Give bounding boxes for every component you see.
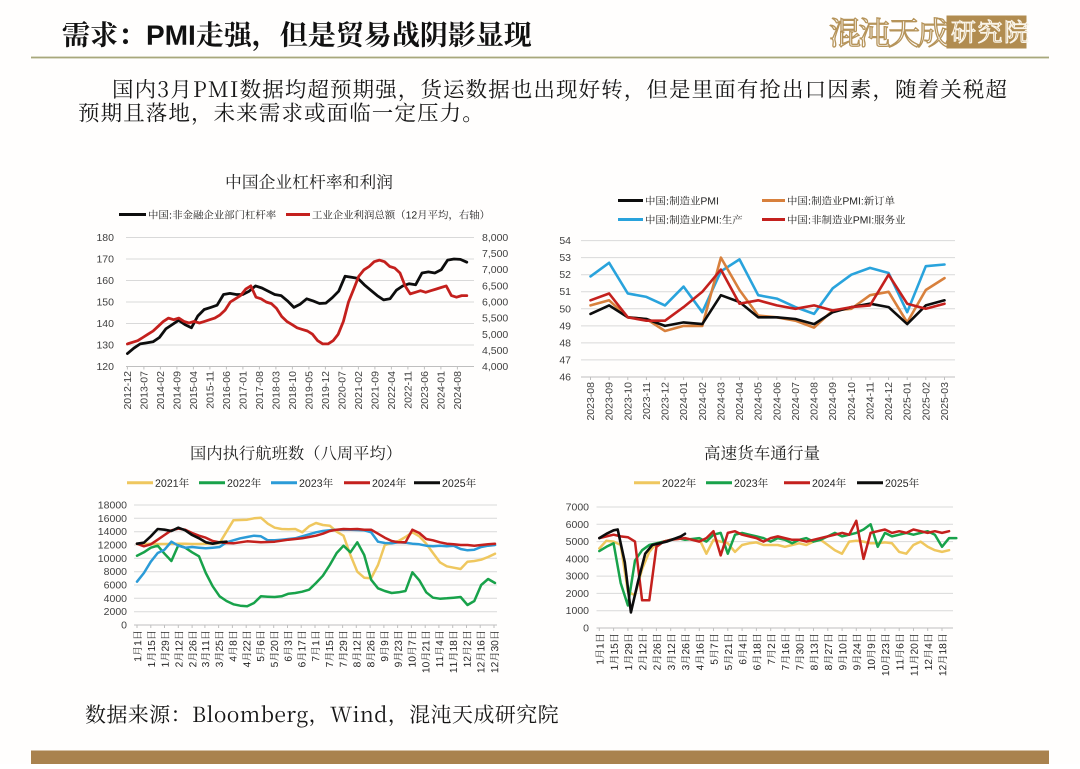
- svg-text:5,500: 5,500: [482, 313, 508, 325]
- svg-text:4,000: 4,000: [482, 361, 508, 373]
- svg-text:5000: 5000: [566, 536, 590, 548]
- svg-text:2023-11: 2023-11: [641, 382, 653, 420]
- svg-text:0: 0: [121, 620, 127, 632]
- svg-text:2023-06: 2023-06: [419, 371, 431, 410]
- svg-text:2014-02: 2014-02: [155, 371, 167, 410]
- svg-text:140: 140: [96, 318, 114, 330]
- svg-text:50: 50: [559, 303, 571, 315]
- svg-text:2023-12: 2023-12: [660, 382, 672, 421]
- svg-text:170: 170: [96, 254, 114, 266]
- svg-text:2025-03: 2025-03: [939, 382, 951, 421]
- svg-text:2015-11: 2015-11: [204, 371, 216, 409]
- svg-text:14000: 14000: [98, 526, 127, 538]
- svg-text:8,000: 8,000: [482, 232, 508, 244]
- svg-text:2024-10: 2024-10: [846, 382, 858, 421]
- svg-text:2024-11: 2024-11: [865, 382, 877, 420]
- svg-text:2022-11: 2022-11: [402, 371, 414, 409]
- svg-text:2024-02: 2024-02: [697, 382, 709, 421]
- svg-text:12000: 12000: [98, 540, 127, 552]
- svg-text:2018-10: 2018-10: [287, 371, 299, 410]
- svg-text:2024-07: 2024-07: [790, 382, 802, 421]
- svg-text:2021-02: 2021-02: [353, 371, 365, 410]
- svg-text:47: 47: [559, 354, 571, 366]
- svg-text:2017-08: 2017-08: [254, 371, 266, 410]
- svg-text:2020-07: 2020-07: [336, 371, 348, 410]
- svg-text:150: 150: [96, 297, 114, 309]
- svg-text:18000: 18000: [98, 500, 127, 512]
- svg-text:2025-01: 2025-01: [902, 382, 914, 421]
- svg-text:120: 120: [96, 361, 114, 373]
- svg-text:2023-10: 2023-10: [622, 382, 634, 421]
- svg-text:2025-02: 2025-02: [920, 382, 932, 421]
- svg-text:2024-03: 2024-03: [715, 382, 727, 421]
- svg-text:2016-06: 2016-06: [221, 371, 233, 410]
- svg-text:49: 49: [559, 320, 571, 332]
- svg-text:2024-06: 2024-06: [771, 382, 783, 421]
- svg-text:8000: 8000: [104, 566, 128, 578]
- svg-text:2024-04: 2024-04: [734, 382, 746, 421]
- svg-text:2013-07: 2013-07: [138, 371, 150, 410]
- svg-text:6000: 6000: [104, 580, 128, 592]
- svg-text:2019-05: 2019-05: [303, 371, 315, 410]
- svg-text:2022-04: 2022-04: [386, 371, 398, 410]
- svg-text:0: 0: [583, 623, 589, 635]
- svg-text:46: 46: [559, 372, 571, 384]
- svg-text:2014-09: 2014-09: [171, 371, 183, 410]
- svg-text:5,000: 5,000: [482, 329, 508, 341]
- svg-text:3000: 3000: [566, 571, 590, 583]
- svg-text:7,500: 7,500: [482, 248, 508, 260]
- svg-text:2024-01: 2024-01: [678, 382, 690, 421]
- svg-text:4,500: 4,500: [482, 345, 508, 357]
- svg-text:2024-09: 2024-09: [827, 382, 839, 421]
- svg-text:7000: 7000: [566, 502, 590, 514]
- svg-text:2012-12: 2012-12: [122, 371, 134, 410]
- svg-text:2024-08: 2024-08: [809, 382, 821, 421]
- svg-text:1000: 1000: [566, 605, 590, 617]
- svg-text:10000: 10000: [98, 553, 127, 565]
- svg-text:2024-08: 2024-08: [452, 371, 464, 410]
- svg-text:51: 51: [559, 286, 571, 298]
- svg-text:2018-03: 2018-03: [270, 371, 282, 410]
- svg-text:4000: 4000: [104, 593, 128, 605]
- svg-text:2000: 2000: [104, 606, 128, 618]
- svg-text:6,000: 6,000: [482, 297, 508, 309]
- svg-text:48: 48: [559, 337, 571, 349]
- svg-text:160: 160: [96, 275, 114, 287]
- svg-text:2024-05: 2024-05: [753, 382, 765, 421]
- svg-text:16000: 16000: [98, 513, 127, 525]
- svg-text:6000: 6000: [566, 519, 590, 531]
- svg-text:4000: 4000: [566, 553, 590, 565]
- svg-text:130: 130: [96, 340, 114, 352]
- svg-text:180: 180: [96, 232, 114, 244]
- svg-text:6,500: 6,500: [482, 280, 508, 292]
- svg-text:54: 54: [559, 235, 571, 247]
- svg-text:53: 53: [559, 252, 571, 264]
- svg-text:2023-08: 2023-08: [585, 382, 597, 421]
- svg-text:2000: 2000: [566, 588, 590, 600]
- svg-text:52: 52: [559, 269, 571, 281]
- svg-text:2024-01: 2024-01: [435, 371, 447, 410]
- svg-text:2019-12: 2019-12: [320, 371, 332, 410]
- svg-text:2017-01: 2017-01: [237, 371, 249, 410]
- svg-text:7,000: 7,000: [482, 264, 508, 276]
- svg-text:2021-09: 2021-09: [369, 371, 381, 410]
- svg-text:2024-12: 2024-12: [883, 382, 895, 421]
- svg-text:2015-04: 2015-04: [188, 371, 200, 410]
- svg-text:2023-09: 2023-09: [604, 382, 616, 421]
